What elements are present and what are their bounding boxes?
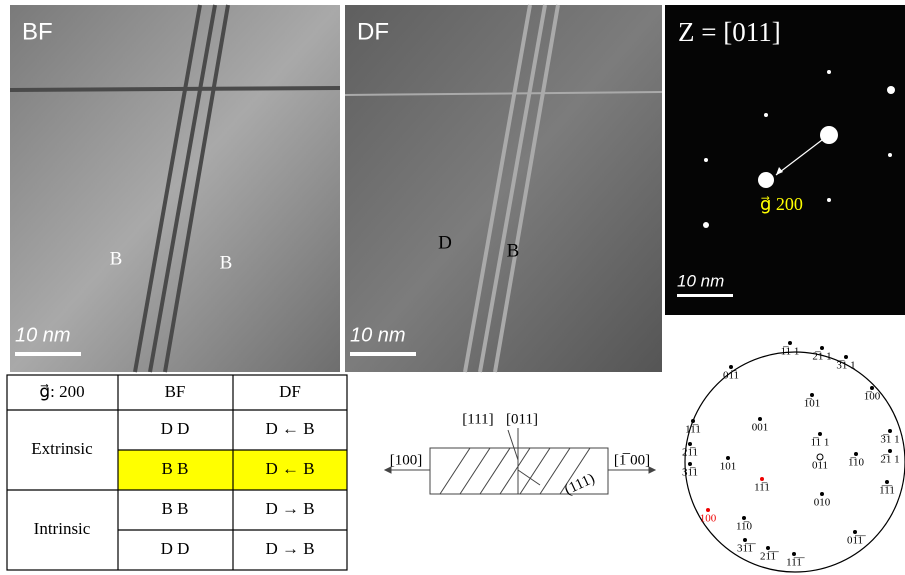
pole: [818, 432, 822, 436]
scale-bar-label: 10 nm: [15, 324, 71, 346]
table-cell: D → B: [265, 499, 314, 518]
pole-label: 21̅1: [682, 447, 698, 459]
pole-label: 2̅1 1: [880, 454, 899, 466]
diffraction-image: [665, 5, 905, 315]
pole: [743, 538, 747, 542]
pole: [726, 456, 730, 460]
pole-label: 11̅1: [754, 482, 770, 494]
g-vector-label: g⃗ 200: [760, 194, 803, 214]
direction-label: [011]: [506, 411, 538, 427]
table-header: DF: [279, 382, 301, 401]
direction-label: [1̅ 00]: [614, 452, 650, 468]
panel-label: BF: [22, 18, 53, 45]
region-marker: B: [110, 248, 123, 269]
pole-label: 101: [720, 461, 737, 473]
pole-label: 1̅00: [864, 391, 881, 403]
direction-label: [111]: [462, 411, 493, 427]
pole-label: 11̅0: [736, 521, 753, 533]
pole-label: 1̅1 1: [811, 437, 830, 449]
pole-label: 1̅1̅1: [879, 485, 895, 497]
table-cell: D D: [161, 419, 190, 438]
pole-label: 3̅1 1: [880, 434, 899, 446]
table-cell: D → B: [265, 539, 314, 558]
pole: [766, 546, 770, 550]
pole: [820, 492, 824, 496]
pole: [888, 449, 892, 453]
pole: [854, 452, 858, 456]
table-cell: D ← B: [265, 459, 314, 478]
pole-label: 1̅10: [848, 457, 865, 469]
pole: [688, 462, 692, 466]
pole-label: 1̅01: [804, 398, 821, 410]
pole-label: 31̅1: [682, 467, 698, 479]
pole-label: 011: [812, 460, 828, 472]
zone-axis: Z = [011]: [678, 17, 781, 47]
scale-bar-label: 10 nm: [677, 271, 724, 290]
pole-label: 11̅1̅: [786, 557, 805, 569]
scale-bar: [350, 352, 416, 356]
table-cell: D ← B: [265, 419, 314, 438]
pole: [706, 508, 710, 512]
page: BF B B 10 nm DF D B 10 nm Z = [011] g⃗ 200 10 nm g⃗…: [0, 0, 905, 575]
pole-label: 11̅1: [685, 424, 701, 436]
pole: [742, 516, 746, 520]
pole-label: 3̅1 1: [836, 360, 855, 372]
pole-label: 100: [700, 513, 717, 525]
pole: [788, 341, 792, 345]
pole: [760, 477, 764, 481]
pole-label: 001: [752, 422, 769, 434]
pole-label: 21̅1̅: [760, 551, 779, 563]
row-group: Extrinsic: [31, 439, 93, 458]
pole: [885, 480, 889, 484]
pole: [844, 355, 848, 359]
pole: [810, 393, 814, 397]
table-header: BF: [165, 382, 186, 401]
table-cell: B B: [162, 459, 189, 478]
table-cell: B B: [162, 499, 189, 518]
figure: BF B B 10 nm DF D B 10 nm Z = [011] g⃗ 200 10 nm g⃗…: [0, 0, 905, 575]
pole: [758, 417, 762, 421]
row-group: Intrinsic: [34, 519, 91, 538]
pole: [792, 552, 796, 556]
pole: [853, 530, 857, 534]
region-marker: B: [220, 252, 233, 273]
region-marker: D: [438, 232, 452, 253]
pole-label: 01̅1: [723, 370, 739, 382]
pole: [688, 442, 692, 446]
pole-label: 2̅1 1: [812, 351, 831, 363]
direction-label: [100]: [390, 452, 423, 468]
pole: [729, 365, 733, 369]
panel-label: DF: [357, 18, 389, 45]
pole: [870, 386, 874, 390]
scale-bar: [15, 352, 81, 356]
pole-label: 1̅1 1: [781, 346, 800, 358]
pole-label: 010: [814, 497, 831, 509]
pole: [820, 346, 824, 350]
scale-bar-label: 10 nm: [350, 324, 406, 346]
table-cell: D D: [161, 539, 190, 558]
pole: [691, 419, 695, 423]
table-header: g⃗: 200: [39, 382, 84, 401]
stereogram-circle: [685, 352, 905, 572]
scale-bar: [677, 294, 733, 297]
pole-label: 01̅1̅: [847, 535, 866, 547]
pole: [888, 429, 892, 433]
region-marker: B: [507, 240, 520, 261]
pole-label: 31̅1̅: [737, 543, 756, 555]
